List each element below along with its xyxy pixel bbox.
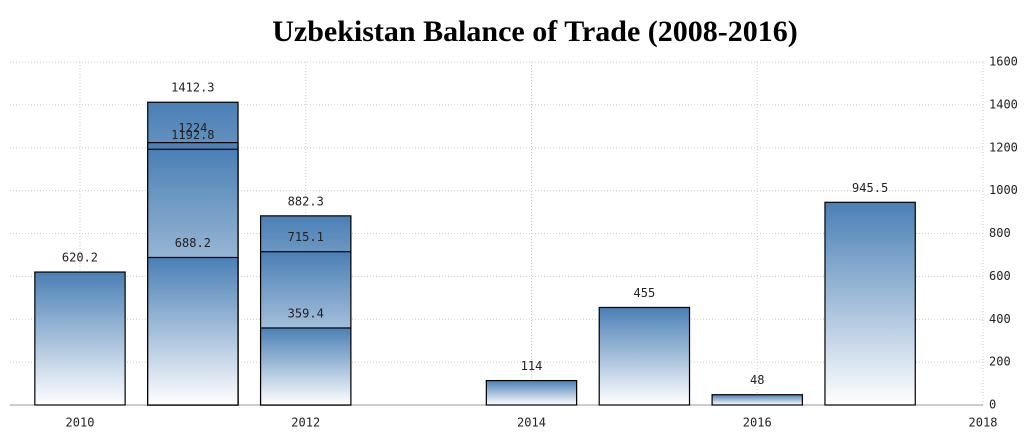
chart-title: Uzbekistan Balance of Trade (2008-2016): [272, 15, 798, 48]
data-label: 359.4: [288, 306, 324, 320]
bar: [824, 201, 916, 406]
y-tick-label: 1400: [989, 97, 1018, 111]
data-label: 715.1: [288, 230, 324, 244]
y-tick-label: 200: [989, 355, 1011, 369]
x-tick-label: 2012: [291, 416, 320, 430]
data-label: 455: [634, 286, 656, 300]
data-label: 1192.8: [171, 128, 214, 142]
x-tick-label: 2018: [969, 416, 998, 430]
y-tick-label: 600: [989, 269, 1011, 283]
bar: [711, 394, 803, 406]
y-tick-label: 0: [989, 398, 996, 412]
x-tick-label: 2010: [66, 416, 95, 430]
data-label: 620.2: [62, 251, 98, 265]
x-tick-label: 2016: [743, 416, 772, 430]
data-label: 882.3: [288, 194, 324, 208]
y-tick-label: 1200: [989, 140, 1018, 154]
bar: [147, 256, 239, 406]
data-label: 688.2: [175, 236, 211, 250]
data-label: 114: [521, 359, 543, 373]
y-tick-label: 800: [989, 226, 1011, 240]
bar: [259, 327, 352, 406]
data-label: 945.5: [852, 181, 888, 195]
y-tick-label: 1000: [989, 183, 1018, 197]
x-tick-label: 2014: [517, 416, 546, 430]
bar: [34, 271, 126, 406]
data-label: 1224: [178, 121, 207, 135]
bar: [485, 379, 578, 406]
y-tick-label: 400: [989, 312, 1011, 326]
data-label: 48: [750, 373, 764, 387]
data-label: 1412.3: [171, 81, 214, 95]
bar: [598, 306, 691, 406]
y-tick-label: 1600: [989, 55, 1018, 69]
